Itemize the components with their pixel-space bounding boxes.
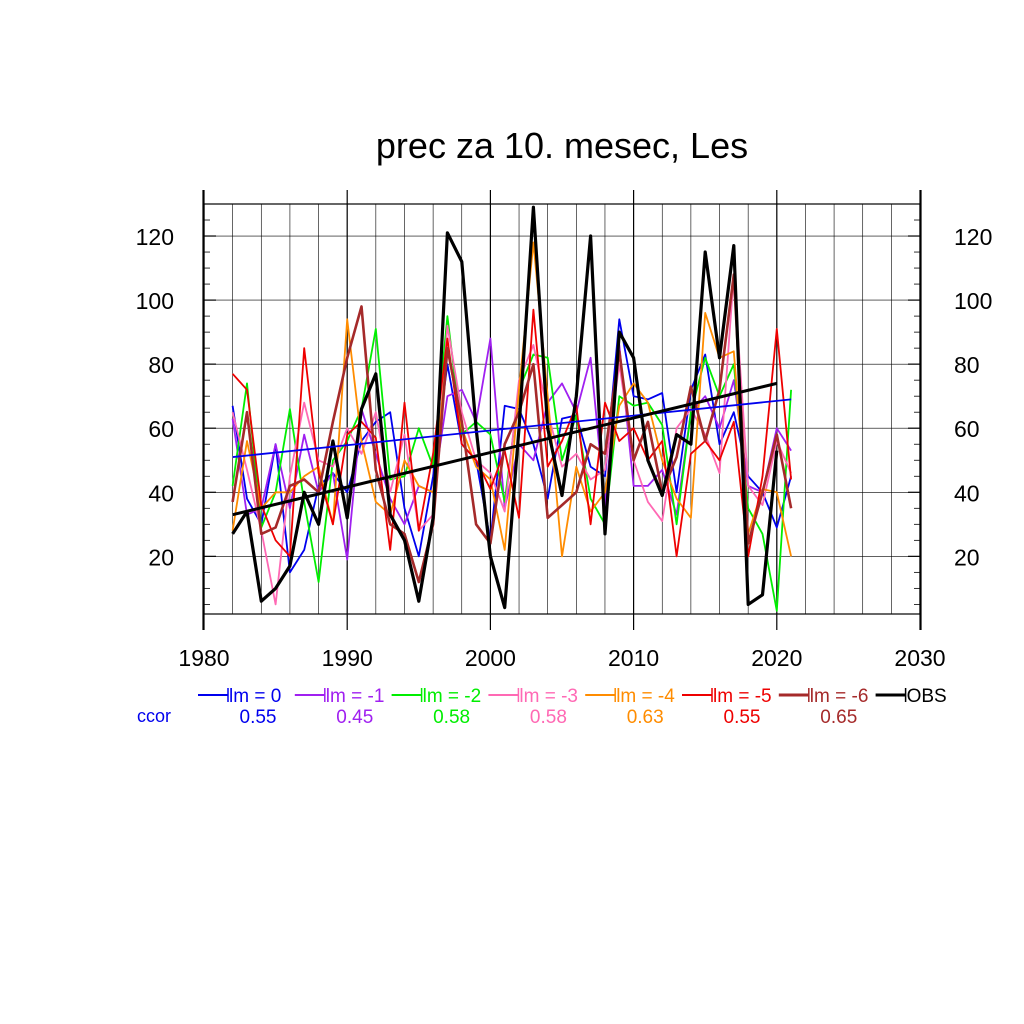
y-tick-label-right: 120 bbox=[954, 224, 992, 250]
legend-entry-7: OBS bbox=[907, 686, 947, 707]
y-tick-label-right: 20 bbox=[954, 544, 980, 570]
y-tick-label-left: 80 bbox=[148, 352, 174, 378]
legend-ccor-0: 0.55 bbox=[240, 707, 277, 728]
legend-ccor-4: 0.63 bbox=[627, 707, 664, 728]
x-tick-label: 1990 bbox=[322, 645, 373, 671]
x-tick-label: 1980 bbox=[178, 645, 229, 671]
y-tick-label-right: 40 bbox=[954, 480, 980, 506]
legend-ccor-1: 0.45 bbox=[336, 707, 373, 728]
legend-entry-3: lm = -3 bbox=[519, 686, 578, 707]
y-tick-label-left: 20 bbox=[148, 544, 174, 570]
series-line-7 bbox=[231, 205, 779, 610]
legend-entry-1: lm = -1 bbox=[326, 686, 385, 707]
x-tick-label: 2020 bbox=[751, 645, 802, 671]
legend-entry-5: lm = -5 bbox=[713, 686, 772, 707]
trend-line-0 bbox=[232, 398, 792, 458]
y-tick-label-left: 100 bbox=[136, 288, 174, 314]
legend-ccor-6: 0.65 bbox=[820, 707, 857, 728]
legend-entry-2: lm = -2 bbox=[423, 686, 482, 707]
trend-line-7 bbox=[232, 381, 778, 517]
y-tick-label-right: 100 bbox=[954, 288, 992, 314]
trend-lines bbox=[232, 381, 792, 517]
y-tick-label-right: 60 bbox=[954, 416, 980, 442]
x-tick-label: 2000 bbox=[465, 645, 516, 671]
legend-ccor-3: 0.58 bbox=[530, 707, 567, 728]
legend-entry-4: lm = -4 bbox=[616, 686, 675, 707]
legend-entry-0: lm = 0 bbox=[229, 686, 281, 707]
y-tick-label-right: 80 bbox=[954, 352, 980, 378]
legend-ccor-5: 0.55 bbox=[724, 707, 761, 728]
ccor-label: ccor bbox=[137, 706, 171, 726]
x-tick-label: 2010 bbox=[608, 645, 659, 671]
series-line-5 bbox=[231, 308, 792, 558]
y-tick-label-left: 60 bbox=[148, 416, 174, 442]
chart-title: prec za 10. mesec, Les bbox=[376, 125, 748, 166]
x-tick-label: 2030 bbox=[894, 645, 945, 671]
y-tick-label-left: 120 bbox=[136, 224, 174, 250]
legend-ccor-2: 0.58 bbox=[433, 707, 470, 728]
legend-entry-6: lm = -6 bbox=[810, 686, 869, 707]
y-tick-label-left: 40 bbox=[148, 480, 174, 506]
